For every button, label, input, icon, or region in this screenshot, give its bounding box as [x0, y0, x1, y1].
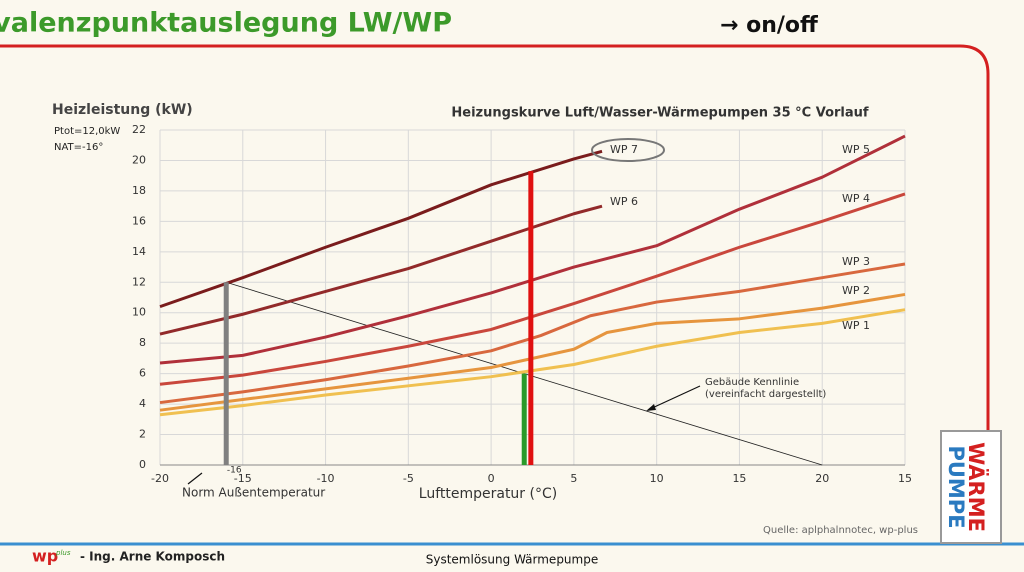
source: Quelle: aplphalnnotec, wp-plus [763, 525, 918, 536]
annotation-arrow [187, 472, 203, 485]
y-tick-label: 2 [139, 428, 146, 441]
note: NAT=-16° [54, 142, 103, 153]
y-tick-label: 22 [132, 123, 146, 136]
series-label: WP 7 [610, 143, 638, 156]
building-line-label: (vereinfacht dargestellt) [705, 389, 826, 400]
y-tick-label: 10 [132, 306, 146, 319]
series-label: WP 5 [842, 143, 870, 156]
y-tick-label: 4 [139, 397, 146, 410]
x-tick-label: 20 [815, 472, 829, 485]
y-tick-label: 16 [132, 214, 146, 227]
footer-text: Systemlösung Wärmepumpe [426, 553, 598, 567]
slide-title: Bivalenzpunktauslegung LW/WP [0, 8, 452, 39]
y-axis-label: Heizleistung (kW) [52, 102, 193, 118]
x-tick-label: 5 [570, 472, 577, 485]
marker-caption: Norm Außentemperatur [182, 486, 325, 500]
x-tick-label: 0 [488, 472, 495, 485]
line [159, 149, 603, 309]
brand-box [940, 430, 1002, 544]
slide-title-suffix: → on/off [720, 13, 819, 38]
x-tick-label: 10 [650, 472, 664, 485]
logo: wp [32, 547, 58, 566]
line [159, 262, 906, 405]
line [159, 292, 906, 412]
line [159, 204, 603, 336]
highlight-ring [591, 138, 665, 162]
y-tick-label: 14 [132, 245, 146, 258]
brand-top: WÄRME [964, 442, 989, 532]
x-tick-label: 15 [898, 472, 912, 485]
series-label: WP 3 [842, 255, 870, 268]
annotation-arrow [649, 385, 701, 410]
y-tick-label: 20 [132, 153, 146, 166]
x-tick-label: -15 [234, 472, 252, 485]
y-tick-label: 12 [132, 275, 146, 288]
logo-sub: plus [55, 549, 71, 557]
series-label: WP 2 [842, 284, 870, 297]
marker-label: -16 [227, 466, 242, 476]
x-tick-label: -10 [317, 472, 335, 485]
x-tick-label: -5 [403, 472, 414, 485]
chart-title: Heizungskurve Luft/Wasser-Wärmepumpen 35… [451, 106, 869, 121]
y-tick-label: 6 [139, 367, 146, 380]
series-label: WP 1 [842, 319, 870, 332]
series-label: WP 6 [610, 195, 638, 208]
brand-bottom: PUMPE [944, 445, 968, 528]
author: - Ing. Arne Komposch [80, 550, 225, 564]
x-axis-label: Lufttemperatur (°C) [419, 486, 557, 502]
arrow-head [646, 404, 656, 411]
building-line-label: Gebäude Kennlinie [705, 377, 799, 388]
series-label: WP 4 [842, 192, 870, 205]
y-tick-label: 0 [139, 458, 146, 471]
y-tick-label: 18 [132, 184, 146, 197]
x-tick-label: -20 [151, 472, 169, 485]
note: Ptot=12,0kW [54, 126, 120, 137]
x-tick-label: 15 [732, 472, 746, 485]
plot: 0 2 4 6 8 10 12 14 16 18 20 22 -20 -15 -10 -5 0 5 10 15 20 15… [132, 123, 912, 500]
frame-line [0, 44, 990, 430]
y-tick-label: 8 [139, 336, 146, 349]
